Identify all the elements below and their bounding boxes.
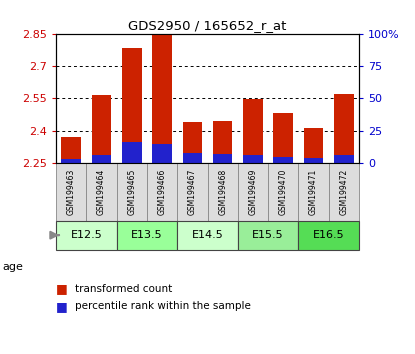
Text: GSM199463: GSM199463 [67,169,76,215]
Text: percentile rank within the sample: percentile rank within the sample [75,301,251,311]
FancyBboxPatch shape [298,221,359,250]
FancyBboxPatch shape [177,163,208,221]
FancyBboxPatch shape [208,163,238,221]
Text: GSM199465: GSM199465 [127,169,136,215]
Bar [92,95,111,163]
Text: GSM199466: GSM199466 [158,169,166,215]
Text: GSM199472: GSM199472 [339,169,348,215]
FancyBboxPatch shape [86,163,117,221]
Text: GSM199464: GSM199464 [97,169,106,215]
Bar [92,155,111,163]
Bar [334,155,354,163]
Bar [334,94,354,163]
Text: ■: ■ [56,300,68,313]
Text: E14.5: E14.5 [192,230,223,240]
FancyBboxPatch shape [56,221,117,250]
Text: E15.5: E15.5 [252,230,284,240]
FancyBboxPatch shape [329,163,359,221]
Bar [152,34,172,163]
Bar [273,157,293,163]
Text: GSM199469: GSM199469 [249,169,257,215]
Text: E13.5: E13.5 [131,230,163,240]
Text: GSM199471: GSM199471 [309,169,318,215]
Text: age: age [2,262,23,272]
FancyBboxPatch shape [238,221,298,250]
Text: GSM199467: GSM199467 [188,169,197,215]
FancyBboxPatch shape [238,163,268,221]
Bar [213,121,232,163]
FancyBboxPatch shape [298,163,329,221]
FancyBboxPatch shape [147,163,177,221]
Bar [152,144,172,163]
Text: transformed count: transformed count [75,284,172,293]
FancyBboxPatch shape [117,163,147,221]
Bar [243,155,263,163]
FancyBboxPatch shape [268,163,298,221]
Bar [243,99,263,163]
Bar [183,122,202,163]
FancyBboxPatch shape [117,221,177,250]
Text: E16.5: E16.5 [313,230,344,240]
Bar [304,158,323,163]
FancyBboxPatch shape [56,163,86,221]
Text: GSM199468: GSM199468 [218,169,227,215]
Bar [273,113,293,163]
Bar [122,142,142,163]
Bar [304,127,323,163]
Bar [183,153,202,163]
Bar [61,137,81,163]
Bar [213,154,232,163]
Bar [61,159,81,163]
Title: GDS2950 / 165652_r_at: GDS2950 / 165652_r_at [128,19,287,33]
FancyBboxPatch shape [177,221,238,250]
Bar [122,48,142,163]
Text: E12.5: E12.5 [71,230,102,240]
Text: GSM199470: GSM199470 [279,169,288,215]
Text: ■: ■ [56,282,68,295]
